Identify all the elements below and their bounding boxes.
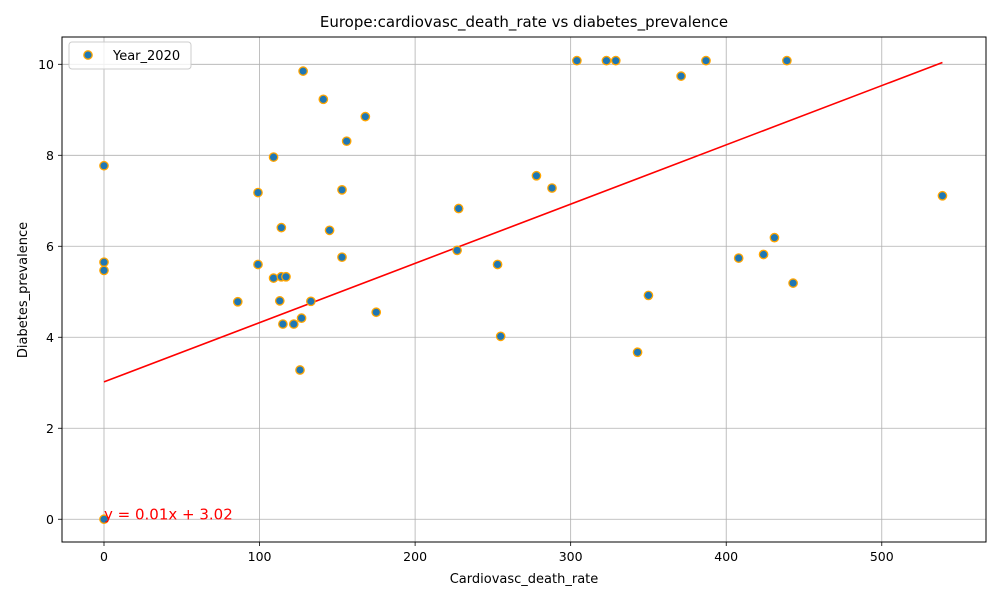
x-axis-title: Cardiovasc_death_rate [450, 572, 599, 587]
data-point [296, 313, 307, 324]
data-point [492, 259, 503, 270]
x-tick-label: 200 [403, 549, 427, 564]
data-point [676, 71, 686, 81]
data-point [701, 55, 711, 66]
data-point [99, 160, 109, 171]
y-tick-label: 0 [46, 512, 54, 527]
y-tick-label: 2 [46, 421, 54, 436]
x-tick-label: 100 [248, 549, 272, 564]
regression-line [103, 61, 943, 383]
data-point [276, 222, 287, 233]
data-point [268, 273, 279, 283]
data-point [788, 278, 798, 288]
data-point [643, 290, 654, 301]
data-point [495, 331, 506, 342]
data-point [601, 55, 612, 66]
x-tick-label: 300 [559, 549, 583, 564]
data-point [337, 252, 347, 263]
data-point [99, 514, 109, 525]
data-point [341, 136, 352, 147]
legend-label: Year_2020 [112, 49, 180, 64]
y-tick-label: 6 [46, 239, 54, 254]
legend-box [68, 41, 192, 70]
data-point [337, 185, 347, 195]
plot-frame [61, 36, 987, 543]
data-point [232, 296, 243, 307]
y-axis-ticks: 0 2 4 6 8 10 [38, 57, 62, 527]
data-point [324, 225, 335, 236]
data-point [281, 271, 291, 282]
y-tick-label: 10 [38, 57, 54, 72]
y-tick-label: 8 [46, 148, 54, 163]
data-point [99, 265, 109, 276]
chart-title: Europe:cardiovasc_death_rate vs diabetes… [320, 13, 728, 32]
legend-marker [83, 50, 93, 60]
data-point [452, 245, 462, 256]
x-tick-label: 500 [870, 549, 894, 564]
x-axis-ticks: 0 100 200 300 400 500 [100, 542, 894, 564]
y-tick-label: 4 [46, 330, 54, 345]
data-point [298, 66, 308, 76]
y-axis-title: Diabetes_prevalence [16, 222, 31, 358]
data-point [632, 347, 643, 358]
data-point [288, 319, 299, 329]
data-points [99, 55, 948, 525]
data-point [306, 296, 316, 307]
data-point [253, 187, 263, 198]
data-point [274, 296, 285, 306]
data-point [610, 55, 621, 66]
regression-line-group [103, 61, 943, 383]
x-tick-label: 400 [714, 549, 738, 564]
data-point [937, 190, 948, 201]
legend: Year_2020 [68, 41, 192, 70]
data-point [733, 253, 744, 263]
data-point [278, 319, 288, 329]
data-point [371, 307, 382, 318]
data-point [782, 55, 792, 66]
data-point [453, 203, 464, 214]
data-point [99, 257, 109, 268]
data-point [769, 232, 780, 243]
data-point [572, 55, 582, 66]
data-point [318, 94, 329, 105]
grid-lines [62, 37, 986, 542]
data-point [295, 365, 305, 375]
data-point [758, 249, 769, 260]
data-point [360, 111, 371, 122]
regression-equation-label: y = 0.01x + 3.02 [104, 505, 233, 523]
data-point [547, 183, 557, 193]
x-tick-label: 0 [100, 549, 108, 564]
data-point [253, 259, 263, 270]
data-point [531, 170, 542, 181]
data-point [268, 152, 279, 162]
